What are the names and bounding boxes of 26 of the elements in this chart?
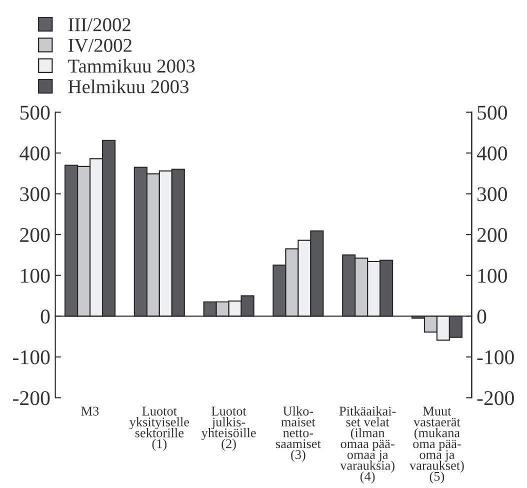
legend-label: III/2002	[68, 18, 130, 32]
y-tick-label: 0	[40, 310, 50, 324]
legend-label: IV/2002	[68, 38, 132, 52]
y2-tick-label: 200	[477, 228, 507, 242]
y-tick-label: 200	[20, 228, 50, 242]
y2-tick-label: 400	[476, 146, 507, 160]
x-tick-label: Pitkäaikai- set velat (ilman omaa pää- omaa ja varauksia) (4)	[339, 406, 396, 484]
y2-tick-label: 100	[478, 268, 507, 283]
y-tick-label: 100	[21, 268, 50, 283]
legend-label: Tammikuu 2003	[68, 58, 195, 73]
x-tick-label: Muut vastaerät (mukana oma pää- oma ja varaukset) (5)	[409, 406, 464, 484]
x-tick-label: Luotot julkis- yhteisöille (2)	[201, 406, 256, 451]
y-tick-label: -100	[13, 350, 50, 364]
x-tick-label: Ulko- maiset netto- saamiset (3)	[276, 406, 321, 462]
y-tick-label: 400	[20, 146, 50, 160]
legend-label: Helmikuu 2003	[68, 80, 189, 94]
y2-tick-label: -100	[477, 350, 514, 364]
y2-tick-label: 500	[478, 106, 507, 120]
x-tick-label: M3	[81, 406, 99, 416]
y-tick-label: -200	[13, 391, 50, 406]
y-tick-label: 500	[20, 106, 50, 120]
y2-tick-label: -200	[477, 391, 514, 406]
x-tick-label: Luotot yksityiselle sektorille (1)	[130, 406, 190, 451]
y-tick-label: 300	[20, 187, 50, 202]
y2-tick-label: 0	[477, 310, 486, 324]
y2-tick-label: 300	[478, 187, 507, 202]
